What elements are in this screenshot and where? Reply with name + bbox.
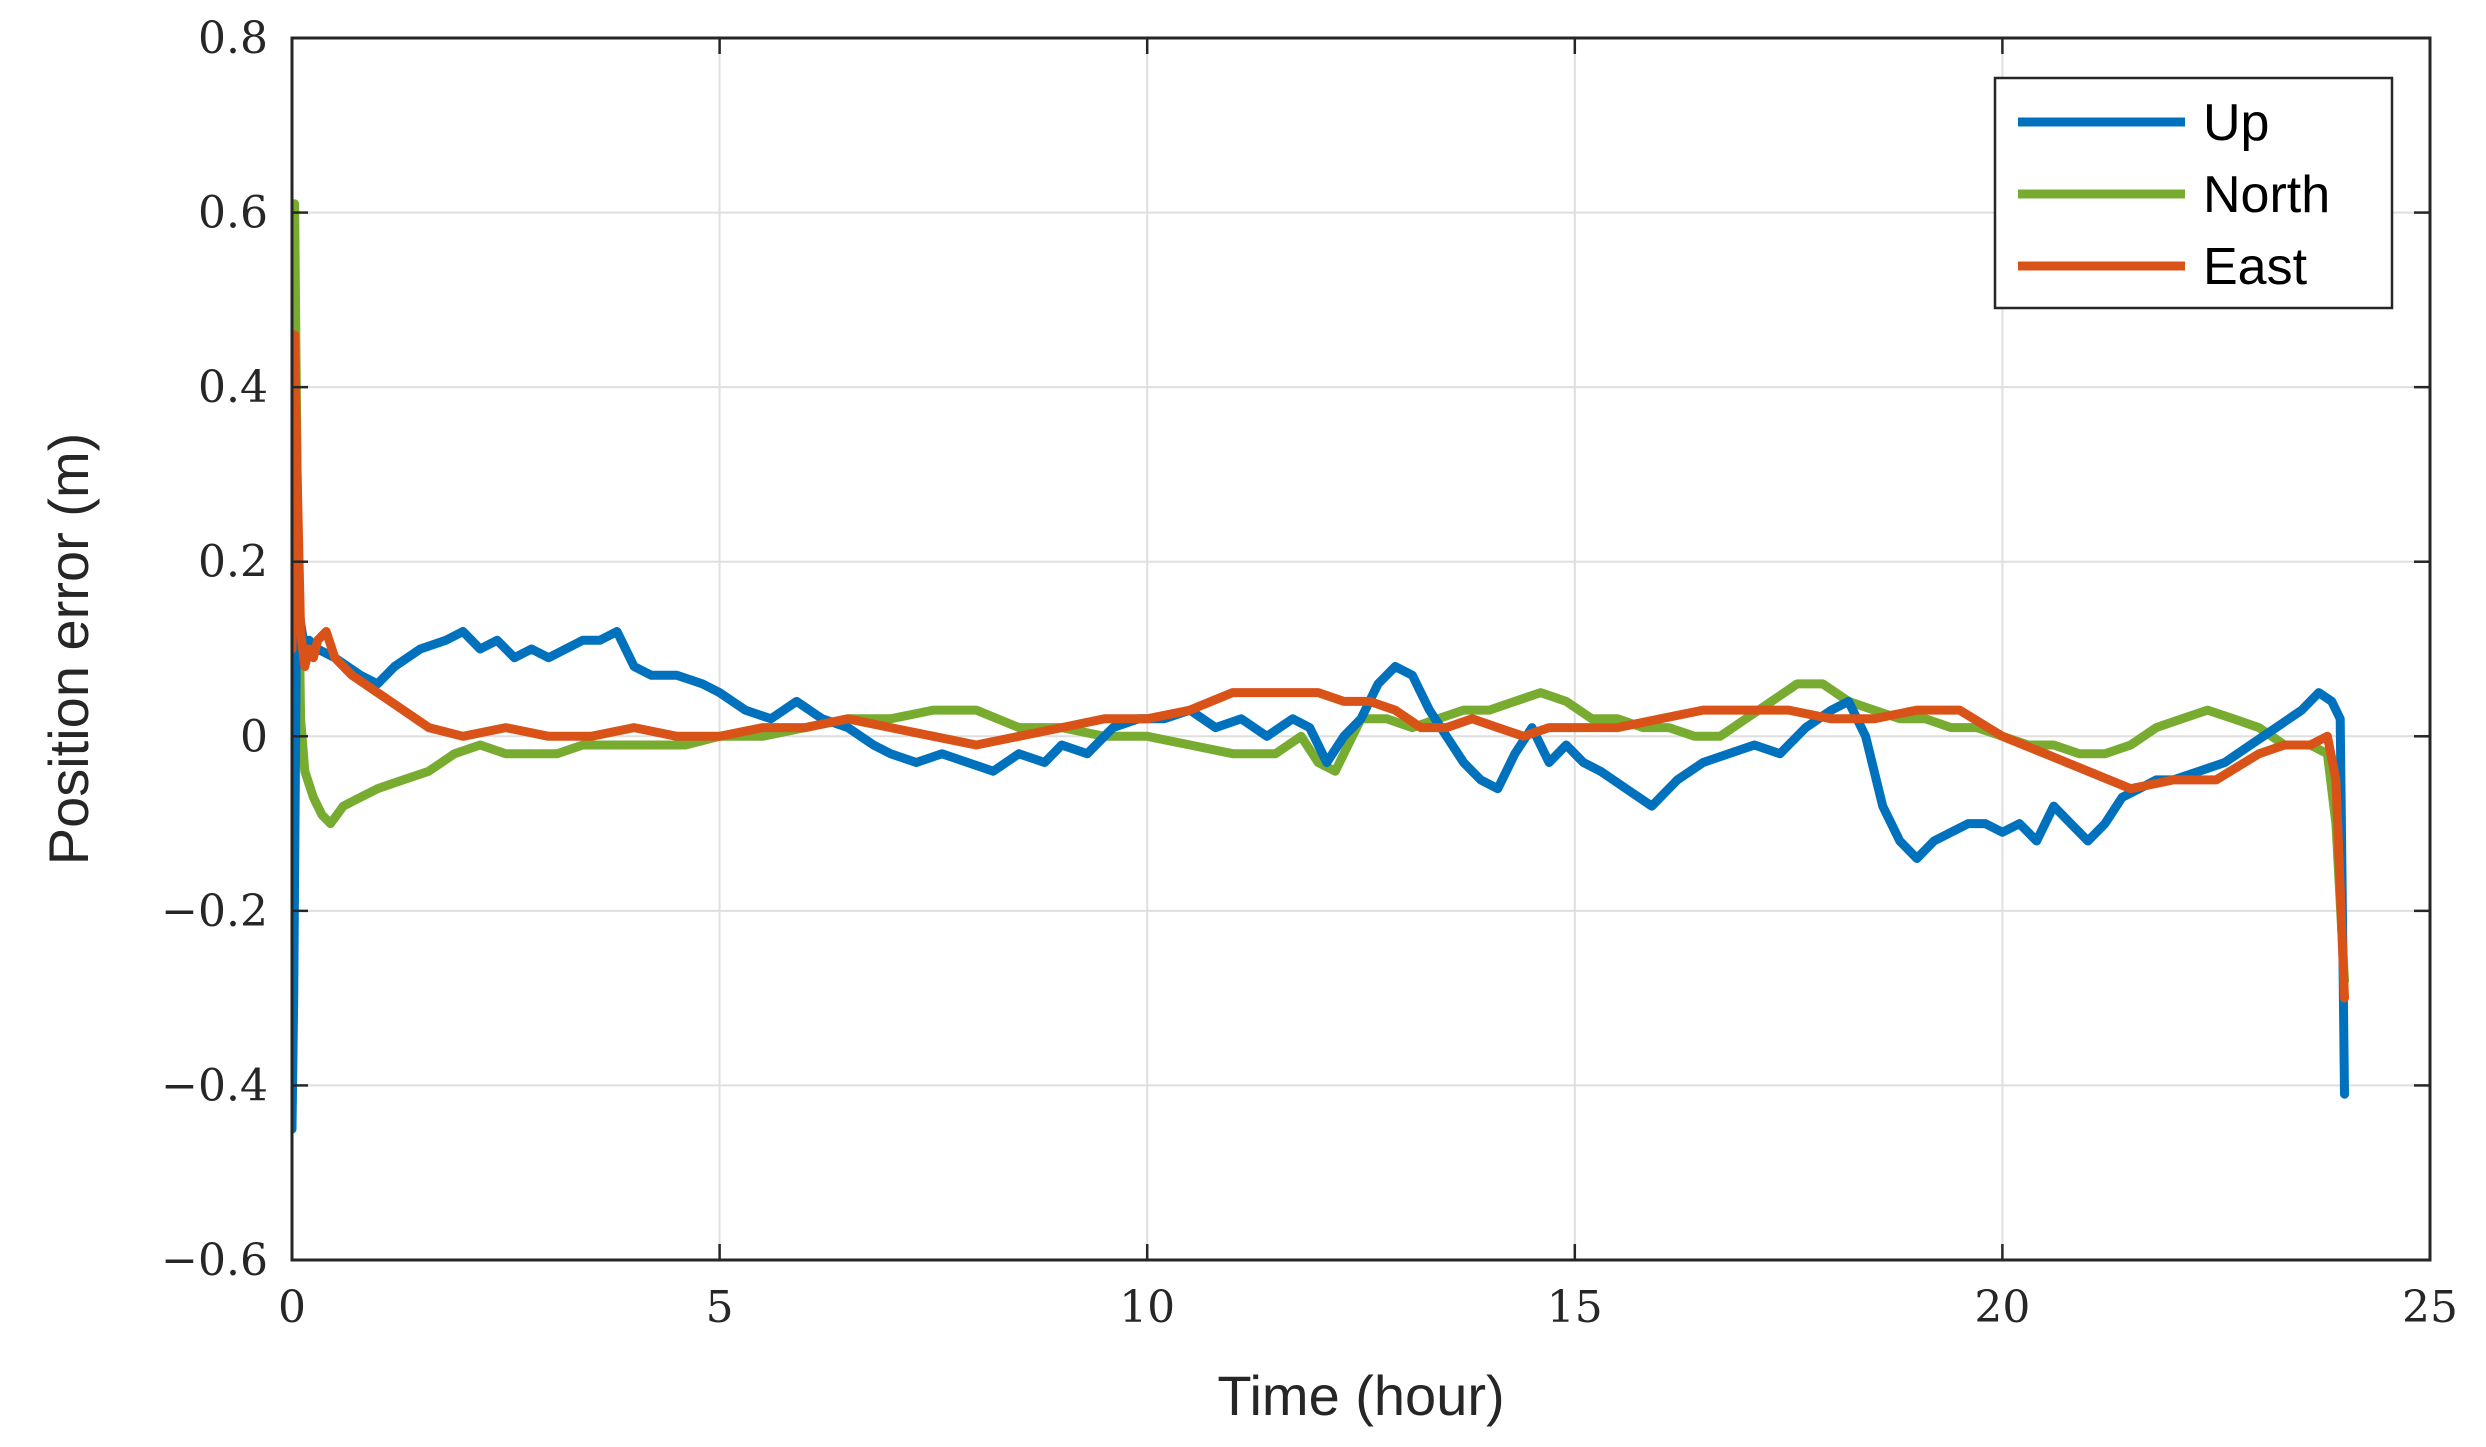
- x-axis-label: Time (hour): [1217, 1364, 1504, 1427]
- x-tick-label: 10: [1119, 1282, 1175, 1333]
- series-line-up: [292, 600, 2349, 1134]
- y-tick-label: −0.2: [161, 886, 268, 937]
- axis-tick-labels: 0 5 10 15 20 25 −0.6 −0.4 −0.2 0 0.2 0.4 0.6 0.8: [161, 13, 2458, 1333]
- legend-label-east: East: [2203, 238, 2308, 296]
- x-tick-label: 0: [278, 1282, 306, 1333]
- x-tick-label: 25: [2402, 1282, 2458, 1333]
- x-tick-label: 5: [706, 1282, 734, 1333]
- y-axis-label: Position error (m): [37, 433, 100, 866]
- series-line-east: [292, 330, 2349, 1003]
- legend: Up North East: [1993, 76, 2394, 310]
- legend-label-north: North: [2203, 166, 2330, 224]
- y-tick-label: −0.4: [161, 1060, 268, 1111]
- series-line-north: [292, 199, 2349, 986]
- y-tick-label: 0.2: [198, 537, 268, 588]
- y-tick-label: 0.6: [198, 188, 268, 239]
- plot-area: [292, 199, 2349, 1134]
- axis-ticks: [290, 36, 2432, 1262]
- legend-label-up: Up: [2203, 94, 2269, 152]
- y-tick-label: 0.4: [198, 362, 268, 413]
- x-tick-label: 20: [1974, 1282, 2030, 1333]
- axes-frame: [290, 36, 2432, 1262]
- y-tick-label: −0.6: [161, 1235, 268, 1286]
- y-tick-label: 0.8: [198, 13, 268, 64]
- x-tick-label: 15: [1547, 1282, 1603, 1333]
- y-tick-label: 0: [240, 711, 268, 762]
